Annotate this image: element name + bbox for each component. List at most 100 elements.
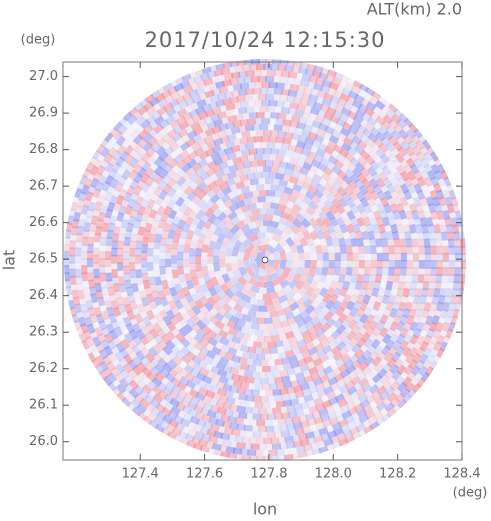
echo-cell — [159, 272, 168, 282]
echo-cell — [225, 396, 236, 405]
echo-cell — [394, 294, 403, 305]
echo-cell — [369, 217, 378, 227]
echo-cell — [135, 262, 142, 271]
echo-cell — [266, 226, 276, 234]
echo-cell — [214, 320, 225, 330]
echo-cell — [322, 260, 329, 269]
echo-cell — [290, 341, 300, 351]
echo-cell — [268, 100, 278, 107]
echo-cell — [162, 102, 174, 112]
echo-cell — [302, 230, 312, 240]
echo-cell — [211, 442, 222, 451]
echo-cell — [237, 89, 248, 97]
echo-cell — [316, 252, 323, 261]
echo-cell — [242, 237, 253, 248]
echo-cell — [122, 316, 132, 327]
echo-cell — [123, 383, 135, 394]
echo-cell — [329, 230, 338, 240]
echo-cell — [376, 260, 383, 269]
echo-cell — [433, 169, 444, 181]
echo-cell — [157, 357, 168, 368]
echo-cell — [308, 310, 319, 320]
echo-cell — [78, 174, 88, 185]
echo-cell — [130, 233, 138, 243]
echo-cell — [287, 214, 297, 224]
echo-cell — [212, 208, 223, 218]
echo-cell — [243, 94, 253, 102]
echo-cell — [261, 136, 270, 143]
y-tick-label: 26.1 — [29, 398, 58, 413]
echo-cell — [322, 293, 332, 304]
echo-cell — [397, 146, 408, 157]
echo-cell — [229, 96, 239, 104]
echo-cell — [363, 267, 371, 276]
echo-cell — [448, 267, 455, 277]
echo-cell — [294, 59, 305, 62]
echo-cell — [252, 377, 262, 384]
echo-cell — [197, 158, 208, 168]
echo-cell — [260, 359, 269, 366]
echo-cell — [304, 260, 311, 269]
echo-cell — [108, 313, 118, 324]
echo-cell — [330, 312, 341, 323]
echo-cell — [348, 353, 360, 364]
echo-cell — [257, 178, 265, 184]
echo-cell — [178, 318, 189, 329]
echo-cell — [324, 199, 334, 210]
echo-cell — [332, 287, 342, 298]
echo-cell — [142, 132, 154, 144]
echo-cell — [191, 134, 203, 144]
echo-cell — [340, 142, 352, 152]
echo-cell — [139, 309, 149, 320]
echo-cell — [280, 106, 291, 114]
echo-cell — [302, 142, 313, 152]
echo-cell — [215, 381, 226, 390]
echo-cell — [177, 219, 186, 230]
echo-cell — [266, 431, 276, 438]
echo-cell — [81, 167, 91, 179]
echo-cell — [152, 352, 163, 363]
echo-cell — [308, 405, 319, 414]
echo-cell — [193, 333, 204, 344]
echo-cell — [466, 267, 473, 277]
echo-cell — [263, 202, 272, 209]
echo-cell — [237, 233, 248, 244]
echo-cell — [297, 207, 308, 217]
echo-cell — [388, 260, 395, 269]
echo-cell — [174, 75, 186, 85]
echo-cell — [299, 79, 310, 88]
echo-cell — [370, 338, 381, 350]
echo-cell — [368, 294, 378, 305]
echo-cell — [373, 196, 383, 207]
echo-cell — [394, 152, 405, 164]
echo-cell — [119, 368, 130, 380]
echo-cell — [58, 283, 65, 293]
echo-cell — [131, 374, 143, 385]
echo-cell — [353, 365, 364, 376]
echo-cell — [398, 158, 409, 169]
echo-cell — [196, 189, 207, 200]
echo-cell — [422, 321, 432, 333]
echo-cell — [194, 299, 205, 310]
echo-cell — [289, 301, 300, 312]
echo-cell — [107, 168, 118, 180]
echo-cell — [345, 287, 355, 298]
echo-cell — [248, 112, 258, 119]
echo-cell — [201, 414, 212, 423]
echo-cell — [313, 305, 324, 315]
echo-cell — [80, 303, 89, 314]
echo-cell — [371, 356, 382, 367]
echo-cell — [188, 89, 199, 99]
echo-cell — [162, 353, 173, 365]
echo-cell — [191, 293, 201, 304]
echo-cell — [363, 372, 375, 383]
echo-cell — [352, 300, 362, 311]
echo-cell — [293, 421, 303, 430]
echo-cell — [202, 421, 214, 430]
echo-cell — [331, 181, 342, 192]
echo-cell — [305, 286, 315, 297]
echo-cell — [111, 357, 121, 369]
echo-cell — [255, 437, 265, 444]
echo-cell — [446, 231, 454, 241]
echo-cell — [160, 334, 171, 345]
